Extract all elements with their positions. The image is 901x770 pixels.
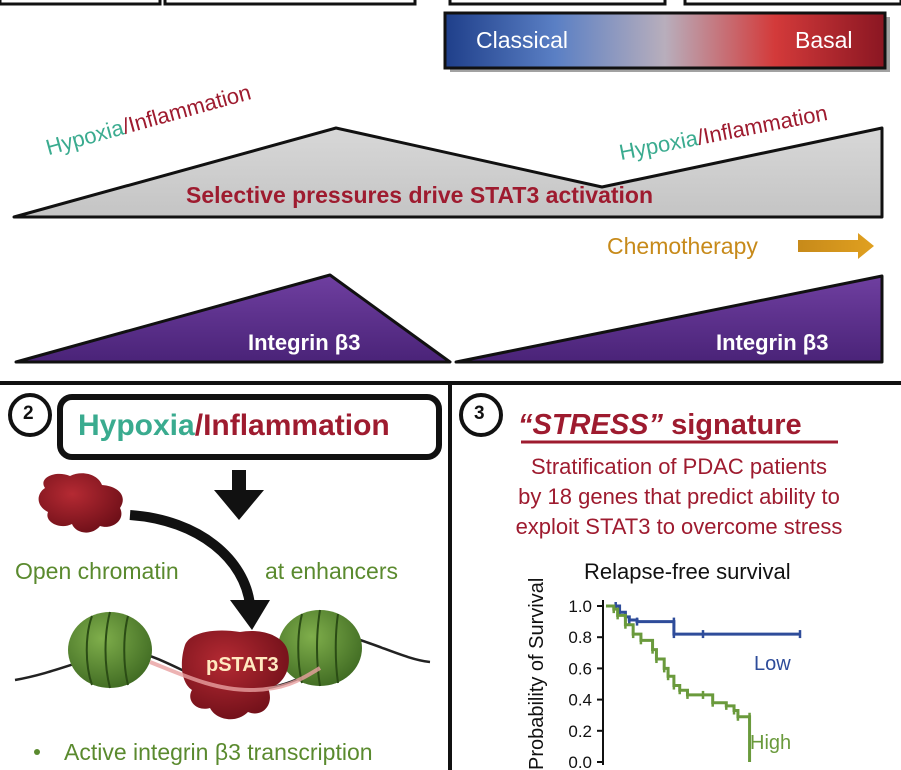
nucleosome-left-icon: [68, 611, 152, 689]
panel2-number: 2: [23, 403, 34, 424]
chart-title: Relapse-free survival: [584, 559, 791, 584]
chemotherapy-label: Chemotherapy: [607, 233, 758, 259]
y-tick-label: 0.8: [568, 628, 592, 647]
panel2-title-inflammation: Inflammation: [203, 409, 390, 442]
integrin-triangle-right: [454, 274, 884, 364]
panel2-title-box: [57, 394, 442, 460]
cut-box-2: [163, 0, 417, 6]
open-chromatin-label: Open chromatin: [15, 558, 179, 584]
panel3-description-line-1: Stratification of PDAC patients: [531, 454, 827, 479]
chemotherapy-arrow: [798, 233, 874, 259]
integrin-left-label: Integrin β3: [248, 330, 361, 355]
integrin-triangle-left: [14, 273, 452, 364]
chart-y-axis-label: Probability of Survival: [526, 577, 548, 770]
dna-highlight: [149, 660, 322, 693]
pstat3-protein-icon: [181, 630, 289, 720]
y-tick-label: 0.2: [568, 722, 592, 741]
bullet-dot: [34, 749, 40, 755]
survival-chart: 1.0 0.8 0.6 0.4 0.2 0.0: [568, 597, 802, 770]
cut-box-3: [448, 0, 667, 6]
panel3-number: 3: [474, 403, 485, 424]
y-tick-label: 1.0: [568, 597, 592, 616]
y-tick-label: 0.4: [568, 691, 592, 710]
panel2-title-separator: /: [194, 409, 204, 442]
panel3-title: “STRESS” signature: [518, 409, 802, 442]
cut-box-4: [683, 0, 901, 6]
y-tick-label: 0.6: [568, 659, 592, 678]
protein-blob-icon: [38, 473, 123, 533]
curved-arrow-shaft: [129, 510, 255, 606]
curved-arrow-head: [230, 600, 270, 630]
nucleosome-right-icon: [278, 609, 362, 687]
chart-y-ticks: 1.0 0.8 0.6 0.4 0.2 0.0: [568, 597, 603, 770]
panel3-description-line-3: exploit STAT3 to overcome stress: [515, 514, 843, 539]
pstat3-label: pSTAT3: [206, 654, 279, 676]
gradient-bar: [443, 11, 887, 70]
gradient-left-label: Classical: [476, 27, 569, 53]
down-arrow-icon: [214, 470, 264, 520]
series-line-high: [606, 604, 752, 762]
panel3-number-circle: [459, 393, 503, 437]
enhancers-label: at enhancers: [265, 558, 398, 584]
panel3-title-rest: signature: [671, 409, 802, 441]
panel2-title: Hypoxia/Inflammation: [78, 409, 390, 443]
series-line-low: [606, 604, 800, 636]
bullet-text: Active integrin β3 transcription: [64, 739, 373, 765]
panel3-description-line-2: by 18 genes that predict ability to: [518, 484, 840, 509]
panel3-description: Stratification of PDAC patients by 18 ge…: [457, 452, 901, 542]
panel2-title-hypoxia: Hypoxia: [78, 409, 195, 442]
selective-pressure-shape: [12, 126, 884, 219]
cut-box-1: [0, 0, 162, 6]
legend-high-label: High: [750, 732, 792, 754]
panel2-number-circle: [8, 393, 52, 437]
gradient-right-label: Basal: [795, 27, 853, 53]
legend-low-label: Low: [754, 653, 791, 675]
y-tick-label: 0.0: [568, 753, 592, 770]
stat3-banner: Selective pressures drive STAT3 activati…: [186, 182, 654, 208]
panel3-title-quoted: “STRESS”: [518, 409, 664, 441]
chart-series: [606, 602, 802, 762]
integrin-right-label: Integrin β3: [716, 330, 829, 355]
